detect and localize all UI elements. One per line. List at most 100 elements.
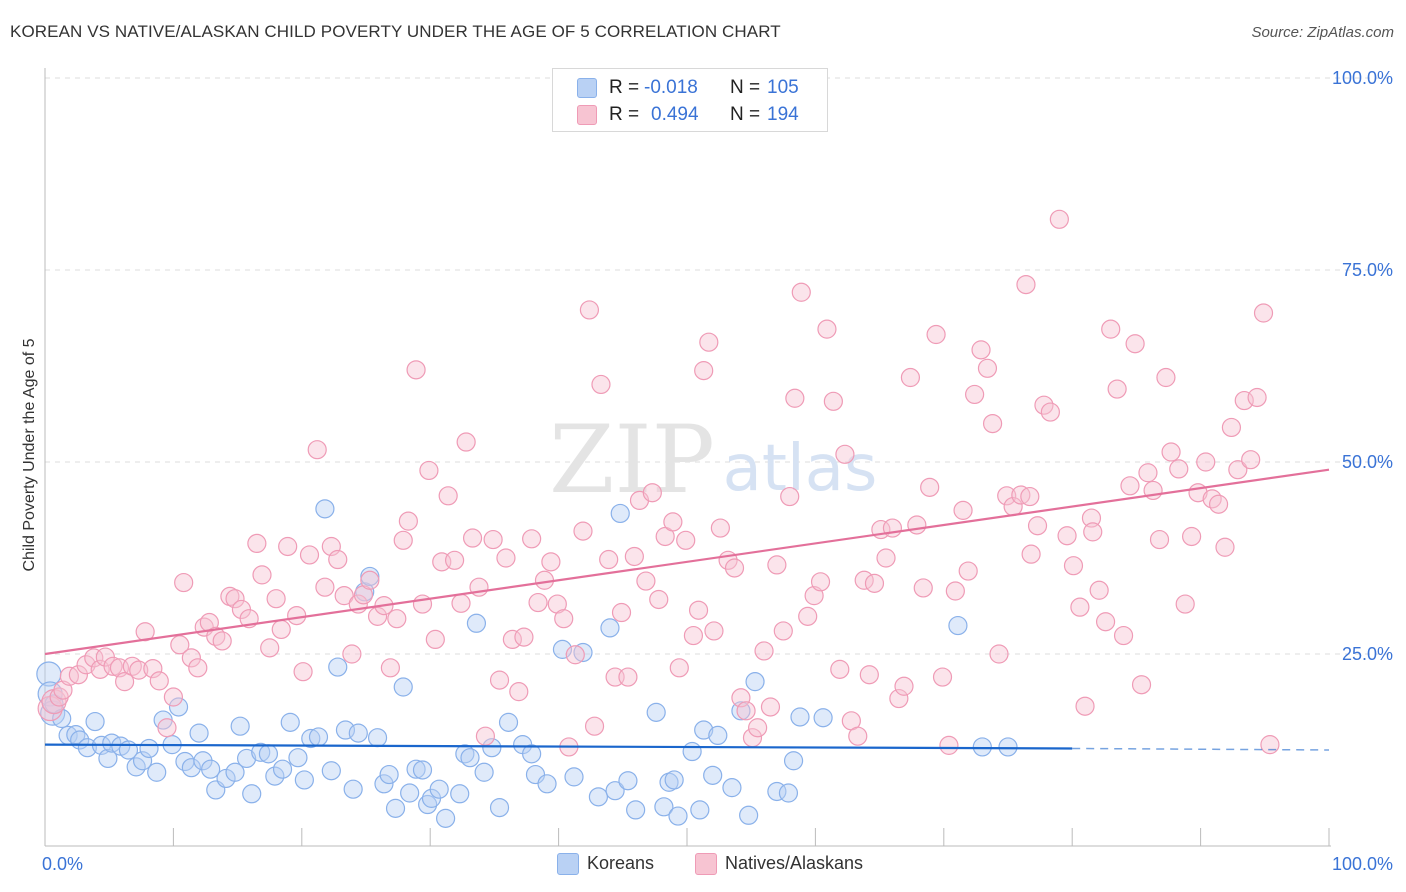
data-point xyxy=(748,718,768,738)
trend-lines xyxy=(44,468,1330,751)
data-point xyxy=(1138,463,1158,483)
data-point xyxy=(817,319,837,339)
data-point xyxy=(573,521,593,541)
data-point xyxy=(360,570,380,590)
data-point xyxy=(299,545,320,565)
data-point xyxy=(68,665,88,685)
series-koreans xyxy=(36,499,1018,828)
x-tick-label: 100.0% xyxy=(1332,854,1393,874)
data-point xyxy=(308,727,329,747)
data-point xyxy=(406,759,426,779)
data-point xyxy=(932,667,953,687)
data-point xyxy=(466,613,487,633)
data-point xyxy=(438,486,458,506)
data-point xyxy=(537,774,557,794)
bottom-legend-swatch-natives xyxy=(695,853,717,875)
data-point xyxy=(708,725,728,746)
data-point xyxy=(663,512,683,532)
data-point xyxy=(1040,402,1060,422)
data-point xyxy=(682,741,702,762)
tick-labels: 25.0% 50.0% 75.0% 100.0% 0.0% 100.0% xyxy=(42,68,1393,874)
data-point xyxy=(669,658,689,678)
data-point xyxy=(374,774,394,794)
data-point xyxy=(139,738,159,759)
data-point xyxy=(600,618,620,638)
data-point xyxy=(1113,625,1134,646)
axes xyxy=(44,68,1331,847)
chart-title: KOREAN VS NATIVE/ALASKAN CHILD POVERTY U… xyxy=(10,22,781,41)
data-point xyxy=(618,667,638,687)
data-point xyxy=(398,511,418,531)
data-point xyxy=(900,367,921,388)
data-point xyxy=(683,625,704,646)
data-point xyxy=(1156,367,1176,388)
data-point xyxy=(1120,476,1140,496)
watermark-atlas: atlas xyxy=(723,432,878,506)
data-point xyxy=(1253,303,1274,323)
data-point xyxy=(103,656,123,676)
data-point xyxy=(731,701,751,721)
data-point xyxy=(760,697,781,717)
data-point xyxy=(1075,696,1095,716)
data-point xyxy=(1049,209,1069,229)
data-point xyxy=(412,760,433,780)
data-point xyxy=(444,550,465,570)
data-point xyxy=(1169,459,1189,479)
data-point xyxy=(168,697,189,717)
data-point xyxy=(1107,379,1127,399)
y-tick-label: 50.0% xyxy=(1342,452,1393,472)
data-point xyxy=(1020,486,1040,507)
data-point xyxy=(605,781,625,801)
data-point xyxy=(767,555,787,575)
data-point xyxy=(780,486,800,507)
data-point xyxy=(385,798,406,818)
trend-line-natives xyxy=(44,468,1330,656)
data-point xyxy=(1089,580,1109,600)
data-point xyxy=(328,549,348,570)
data-point xyxy=(664,770,684,790)
data-point xyxy=(260,638,280,658)
data-point xyxy=(451,593,471,613)
data-point xyxy=(188,658,208,678)
data-point xyxy=(225,762,245,782)
data-point xyxy=(1260,735,1280,755)
bottom-legend-label-koreans: Koreans xyxy=(587,853,655,873)
data-point xyxy=(791,282,811,302)
legend-r-value-koreans: -0.018 xyxy=(644,77,698,98)
data-point xyxy=(541,552,561,572)
data-point xyxy=(694,720,714,740)
data-point xyxy=(1182,526,1202,547)
legend-n-label: N = xyxy=(730,104,761,125)
data-point xyxy=(498,712,519,732)
data-point xyxy=(147,762,167,782)
y-tick-label: 25.0% xyxy=(1342,644,1393,664)
data-point xyxy=(998,737,1018,757)
data-point xyxy=(77,738,97,758)
data-point xyxy=(554,609,574,629)
data-point xyxy=(552,639,573,659)
data-point xyxy=(412,594,433,614)
data-point xyxy=(482,738,502,758)
data-point xyxy=(710,518,730,538)
data-point xyxy=(624,546,644,567)
data-point xyxy=(132,751,153,771)
data-point xyxy=(642,483,662,503)
data-point xyxy=(85,711,105,732)
data-point xyxy=(429,779,449,799)
data-point xyxy=(258,744,279,764)
data-point xyxy=(1083,522,1103,542)
y-tick-label: 100.0% xyxy=(1332,68,1393,88)
data-point xyxy=(722,778,742,798)
data-point xyxy=(393,677,413,697)
data-point xyxy=(334,586,354,606)
data-point xyxy=(502,629,522,650)
data-point xyxy=(958,561,978,581)
data-point xyxy=(287,605,307,626)
legend-r-label: R = xyxy=(609,77,640,98)
data-point xyxy=(579,300,600,320)
data-point xyxy=(436,808,456,828)
data-point xyxy=(315,577,335,597)
data-point xyxy=(379,764,399,785)
y-tick-label: 75.0% xyxy=(1342,260,1393,280)
